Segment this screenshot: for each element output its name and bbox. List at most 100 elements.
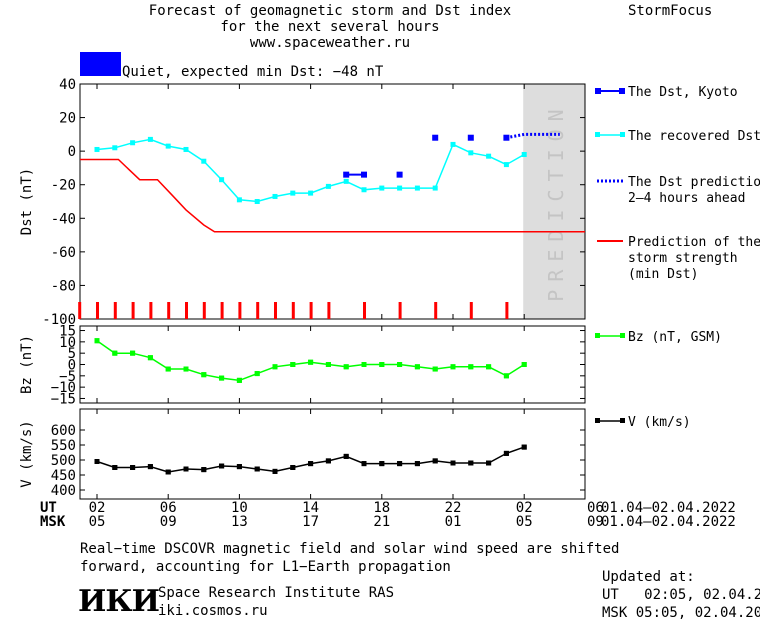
series-point <box>503 373 509 379</box>
time-tick-label: 09 <box>587 514 604 530</box>
series-point <box>325 183 331 189</box>
y-tick-label: −10 <box>51 380 76 396</box>
series-point <box>468 150 474 156</box>
series-point <box>130 465 136 470</box>
series-point <box>272 193 278 199</box>
institute-website[interactable]: iki.cosmos.ru <box>158 603 268 619</box>
series-point <box>290 465 296 470</box>
series-point <box>272 468 278 474</box>
status-swatch <box>80 52 121 76</box>
panel-frame <box>79 408 586 500</box>
series-point <box>147 136 153 142</box>
time-tick-label: 05 <box>89 514 106 530</box>
series-point <box>361 461 367 467</box>
series-point <box>450 460 456 466</box>
footnote: Real−time DSCOVR magnetic field and sola… <box>80 540 619 576</box>
series-point <box>201 372 207 378</box>
y-tick-label: 5 <box>68 346 76 362</box>
series-point <box>486 153 492 159</box>
series-point <box>379 185 385 191</box>
y-axis-label: Bz (nT) <box>19 335 35 394</box>
series-point <box>183 146 189 152</box>
legend-label: Bz (nT, GSM) <box>628 330 722 345</box>
y-tick-label: 15 <box>59 324 76 340</box>
series-point <box>379 362 385 367</box>
series-point <box>325 362 331 367</box>
series-point <box>236 377 242 383</box>
series-point <box>165 143 171 149</box>
y-tick-label: 550 <box>51 438 76 454</box>
legend-label: storm strength <box>628 251 738 266</box>
legend-label: V (km/s) <box>628 415 691 430</box>
time-range-label: 01.04–02.04.2022 <box>601 500 736 516</box>
title-url[interactable]: www.spaceweather.ru <box>249 35 411 51</box>
updated-block: Updated at: UT 02:05, 02.04.2022 MSK 05:… <box>602 568 760 622</box>
y-tick-label: 500 <box>51 453 76 469</box>
y-tick-label: 450 <box>51 468 76 484</box>
updated-ut: UT 02:05, 02.04.2022 <box>602 587 760 603</box>
chart-title: Forecast of geomagnetic storm and Dst in… <box>120 3 540 51</box>
series-point <box>147 464 153 470</box>
footnote-line-2: forward, accounting for L1−Earth propaga… <box>80 559 451 575</box>
series-point <box>308 190 314 196</box>
y-tick-label: −5 <box>59 369 76 385</box>
y-tick-label: 0 <box>68 144 76 160</box>
brand-label: StormFocus <box>628 3 713 19</box>
series-point <box>183 366 189 372</box>
series-point <box>450 141 456 147</box>
footnote-line-1: Real−time DSCOVR magnetic field and sola… <box>80 541 620 557</box>
time-tick-label: 05 <box>516 514 533 530</box>
series-point <box>254 371 260 377</box>
legend-label: The Dst prediction <box>628 175 760 190</box>
y-axis-label: V (km/s) <box>19 420 35 487</box>
series-point <box>432 185 438 191</box>
series-point <box>503 162 509 168</box>
series-point <box>379 461 385 467</box>
time-range-label: 01.04–02.04.2022 <box>601 514 736 530</box>
y-tick-label: −15 <box>51 391 76 407</box>
time-tick-label: 06 <box>587 500 604 516</box>
y-tick-label: -60 <box>51 245 76 261</box>
y-tick-label: -100 <box>42 312 76 328</box>
series-point <box>112 145 118 151</box>
y-tick-label: 600 <box>51 423 76 439</box>
series-point <box>290 362 296 367</box>
time-tick-label: 14 <box>302 500 319 516</box>
title-line-1: Forecast of geomagnetic storm and Dst in… <box>148 3 512 19</box>
series-point <box>308 359 314 365</box>
y-tick-label: -20 <box>51 178 76 194</box>
series-point <box>450 364 456 370</box>
time-tick-label: 02 <box>516 500 533 516</box>
y-tick-label: 0 <box>68 358 76 374</box>
series-point <box>486 460 492 466</box>
time-row-label: MSK <box>40 514 66 530</box>
time-tick-label: 10 <box>231 500 248 516</box>
iki-logo: ИКИ <box>78 584 160 619</box>
series-point <box>521 444 527 450</box>
series-point <box>343 453 349 459</box>
kyoto-dst-point <box>503 134 510 141</box>
series-point <box>503 450 509 456</box>
legend-label: The Dst, Kyoto <box>628 85 738 100</box>
kyoto-dst-point <box>432 134 439 141</box>
y-tick-label: -80 <box>51 278 76 294</box>
legend-swatch <box>595 333 600 338</box>
series-point <box>486 364 492 370</box>
series-point <box>130 350 136 356</box>
legend-swatch <box>595 88 601 94</box>
series-point <box>361 362 367 367</box>
y-axis-label: Dst (nT) <box>19 168 35 235</box>
y-tick-label: 400 <box>51 483 76 499</box>
series-point <box>325 458 331 464</box>
y-tick-label: 10 <box>59 335 76 351</box>
series-point <box>130 140 136 146</box>
time-tick-label: 17 <box>302 514 319 530</box>
series-point <box>290 190 296 196</box>
y-tick-label: -40 <box>51 211 76 227</box>
institute-name: Space Research Institute RAS <box>158 585 395 601</box>
series-point <box>397 461 403 467</box>
kyoto-dst-point <box>361 171 367 178</box>
y-tick-label: 40 <box>59 77 76 93</box>
time-tick-label: 09 <box>160 514 177 530</box>
